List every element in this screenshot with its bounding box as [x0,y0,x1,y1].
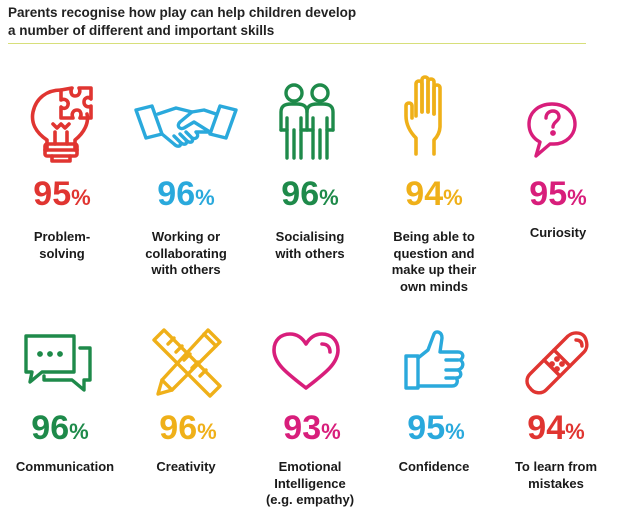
skill-percentage: 93% [283,409,341,447]
skill-label: Working or collaborating with others [145,229,227,277]
plaster-icon [525,331,589,395]
skill-percentage: 94% [527,409,585,447]
page-title: Parents recognise how play can help chil… [8,4,588,40]
heart-icon [270,330,342,392]
skill-percentage: 96% [157,175,215,213]
skill-label: To learn from mistakes [514,459,598,491]
title-divider [8,43,586,44]
skill-percentage: 95% [529,175,587,213]
title-line-1: Parents recognise how play can help chil… [8,5,357,20]
skill-label: Problem- solving [33,229,91,261]
skill-label: Emotional Intelligence (e.g. empathy) [265,459,355,507]
skill-percentage: 95% [407,409,465,447]
skill-percentage: 96% [159,409,217,447]
two-people-icon [277,82,337,162]
thumbs-up-icon [402,330,466,392]
skill-label: Curiosity [529,225,587,240]
title-line-2: a number of different and important skil… [8,23,275,38]
pencil-ruler-icon [150,326,224,398]
lightbulb-puzzle-icon [25,84,107,166]
chat-bubbles-icon [22,332,94,392]
skill-percentage: 96% [281,175,339,213]
skill-percentage: 94% [405,175,463,213]
skill-label: Being able to question and make up their… [391,229,477,294]
skill-label: Communication [15,459,115,474]
question-bubble-icon [526,100,578,160]
skill-percentage: 95% [33,175,91,213]
skill-percentage: 96% [31,409,89,447]
skill-label: Creativity [156,459,216,474]
skill-label: Socialising with others [275,229,345,261]
skill-label: Confidence [398,459,470,474]
raised-hand-icon [402,75,456,156]
handshake-icon [134,100,238,152]
